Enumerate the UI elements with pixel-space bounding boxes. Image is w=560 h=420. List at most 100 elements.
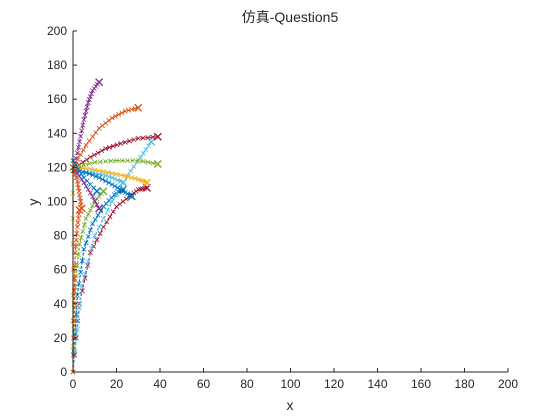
data-point-marker xyxy=(74,150,80,156)
x-tick-label: 40 xyxy=(153,377,167,391)
data-point-marker xyxy=(114,171,119,177)
plot-background xyxy=(73,31,508,372)
x-tick-label: 60 xyxy=(197,377,211,391)
data-point-marker xyxy=(83,183,89,189)
data-point-marker xyxy=(118,141,124,147)
data-point-marker xyxy=(105,170,111,175)
data-point-marker xyxy=(85,258,91,264)
data-point-marker xyxy=(90,203,96,209)
y-tick-label: 160 xyxy=(47,92,67,106)
data-point-marker xyxy=(80,147,86,153)
series-line xyxy=(72,160,158,168)
data-point-marker xyxy=(90,194,96,200)
data-point-marker xyxy=(99,176,105,182)
data-point-marker xyxy=(115,177,121,183)
data-point-marker xyxy=(83,142,89,148)
end-point-marker xyxy=(153,159,162,168)
data-point-marker xyxy=(78,152,84,158)
data-point-marker xyxy=(87,207,93,213)
data-point-marker xyxy=(81,117,87,123)
series-16 xyxy=(70,158,101,196)
data-point-marker xyxy=(72,250,78,256)
x-tick-label: 80 xyxy=(240,377,254,391)
data-point-marker xyxy=(109,115,115,121)
data-point-marker xyxy=(94,202,100,207)
data-point-marker xyxy=(106,144,112,150)
data-point-marker xyxy=(97,159,103,165)
data-point-marker xyxy=(114,142,120,148)
data-point-marker xyxy=(92,216,98,222)
data-point-marker xyxy=(106,118,112,123)
x-tick-labels: 0 20 40 60 80 100 120 140 160 180 200 xyxy=(70,377,519,391)
data-point-marker xyxy=(92,198,98,204)
data-point-marker xyxy=(118,172,124,178)
data-point-marker xyxy=(75,252,81,258)
data-point-marker xyxy=(92,159,98,165)
data-point-marker xyxy=(99,123,105,129)
data-point-marker xyxy=(135,135,141,141)
data-point-marker xyxy=(85,233,91,239)
data-point-marker xyxy=(119,158,125,164)
data-point-marker xyxy=(79,288,85,294)
data-point-marker xyxy=(110,209,116,215)
data-point-marker xyxy=(109,175,115,181)
data-point-marker xyxy=(87,166,93,172)
data-point-marker xyxy=(92,233,98,239)
data-point-marker xyxy=(135,158,141,164)
end-point-marker xyxy=(147,137,156,146)
data-point-marker xyxy=(103,158,109,164)
data-point-marker xyxy=(140,158,146,164)
data-point-marker xyxy=(85,100,91,106)
end-point-marker xyxy=(134,103,143,112)
data-point-marker xyxy=(130,158,136,164)
x-tick-label: 140 xyxy=(367,377,387,391)
data-point-marker xyxy=(86,138,92,144)
data-point-marker xyxy=(83,108,89,114)
data-point-marker xyxy=(74,230,80,236)
data-point-marker xyxy=(131,164,137,170)
data-point-marker xyxy=(143,147,149,152)
data-point-marker xyxy=(87,94,93,100)
data-point-marker xyxy=(128,168,134,174)
data-point-marker xyxy=(99,148,105,154)
data-point-marker xyxy=(150,160,156,166)
y-axis-label: y xyxy=(25,199,41,206)
data-point-marker xyxy=(77,173,83,179)
end-point-marker xyxy=(95,204,104,213)
data-point-marker xyxy=(89,245,94,251)
data-point-marker xyxy=(117,187,123,193)
x-tick-label: 180 xyxy=(454,377,474,391)
data-point-marker xyxy=(80,122,86,128)
x-axis-label: x xyxy=(287,397,294,413)
data-point-marker xyxy=(96,175,102,181)
data-point-marker xyxy=(73,162,79,168)
data-point-marker xyxy=(86,97,92,103)
x-tick-label: 200 xyxy=(498,377,518,391)
data-point-marker xyxy=(84,104,90,110)
y-tick-label: 80 xyxy=(54,229,68,243)
data-point-marker xyxy=(87,227,93,233)
end-point-marker xyxy=(77,204,86,213)
data-point-marker xyxy=(86,161,92,167)
data-point-marker xyxy=(93,129,99,135)
data-point-marker xyxy=(113,192,119,198)
data-point-marker xyxy=(100,224,106,230)
data-point-marker xyxy=(81,180,87,186)
data-point-marker xyxy=(100,216,106,222)
end-point-marker xyxy=(142,178,151,187)
data-point-marker xyxy=(82,112,88,118)
x-tick-label: 120 xyxy=(324,377,344,391)
data-point-marker xyxy=(93,173,99,179)
series-6 xyxy=(70,206,84,375)
data-point-marker xyxy=(73,237,79,243)
data-point-marker xyxy=(110,143,116,149)
x-tick-label: 100 xyxy=(280,377,300,391)
data-point-marker xyxy=(95,150,101,156)
data-point-marker xyxy=(72,171,78,177)
data-point-marker xyxy=(103,178,109,184)
data-point-marker xyxy=(74,326,80,332)
data-point-marker xyxy=(90,172,96,178)
data-point-marker xyxy=(78,170,84,176)
data-point-marker xyxy=(122,139,128,145)
